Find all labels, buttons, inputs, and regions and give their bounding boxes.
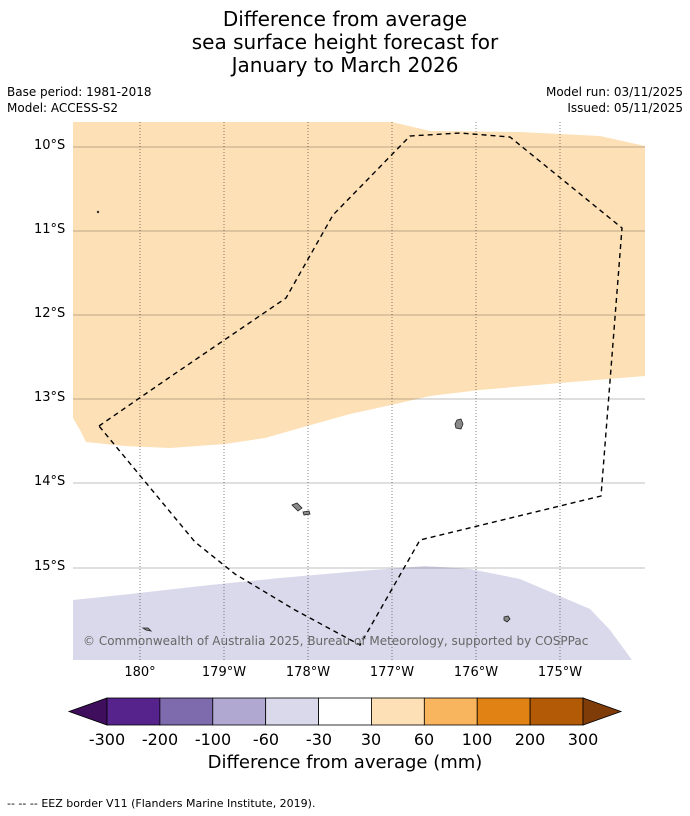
eez-legend-text: EEZ border V11 (Flanders Marine Institut…	[41, 797, 316, 810]
map-area: © Commonwealth of Australia 2025, Bureau…	[73, 122, 645, 660]
colorbar-tick: 30	[360, 730, 382, 749]
island-south-east	[503, 615, 511, 623]
lon-label-178w: 178°W	[285, 665, 331, 680]
map-title: Difference from average sea surface heig…	[0, 8, 690, 77]
colorbar-tick: -200	[141, 730, 179, 749]
meta-left: Base period: 1981-2018 Model: ACCESS-S2	[7, 84, 152, 116]
colorbar-tick: 100	[461, 730, 493, 749]
island-east	[454, 418, 464, 430]
negative-anomaly-region	[73, 566, 632, 660]
lat-label-13s: 13°S	[34, 390, 66, 405]
eez-border	[97, 132, 623, 646]
lat-gridlines	[73, 146, 645, 569]
eez-legend-symbol: -- -- --	[7, 797, 38, 810]
model-name: Model: ACCESS-S2	[7, 101, 119, 115]
positive-anomaly-region	[73, 122, 645, 448]
colorbar-tick: -100	[194, 730, 232, 749]
islands	[96, 210, 511, 632]
meta-right: Model run: 03/11/2025 Issued: 05/11/2025	[546, 84, 683, 116]
island-north-west	[96, 210, 100, 214]
island-central-small	[302, 510, 311, 516]
title-line-1: Difference from average	[222, 7, 468, 31]
lat-label-15s: 15°S	[34, 559, 66, 574]
base-period: Base period: 1981-2018	[7, 85, 152, 99]
lat-label-11s: 11°S	[34, 222, 66, 237]
lat-label-14s: 14°S	[34, 474, 66, 489]
island-central	[291, 502, 303, 512]
lon-label-179w: 179°W	[201, 665, 247, 680]
lon-label-180: 180°	[124, 665, 156, 680]
lon-label-176w: 176°W	[453, 665, 499, 680]
title-line-3: January to March 2026	[231, 53, 459, 77]
colorbar-tick: -30	[305, 730, 333, 749]
island-south-west	[141, 627, 153, 632]
lon-label-175w: 175°W	[537, 665, 583, 680]
title-line-2: sea surface height forecast for	[191, 30, 499, 54]
copyright-text: © Commonwealth of Australia 2025, Bureau…	[83, 634, 588, 648]
colorbar-tick: 200	[514, 730, 546, 749]
issued-date: Issued: 05/11/2025	[567, 101, 683, 115]
colorbar-label: Difference from average (mm)	[207, 752, 483, 773]
colorbar-tick: -300	[88, 730, 126, 749]
colorbar-tick: -60	[252, 730, 280, 749]
lat-label-10s: 10°S	[34, 138, 66, 153]
footer-legend: -- -- -- EEZ border V11 (Flanders Marine…	[7, 797, 315, 810]
model-run: Model run: 03/11/2025	[545, 85, 683, 99]
lat-label-12s: 12°S	[34, 306, 66, 321]
colorbar-tick: 60	[413, 730, 435, 749]
colorbar-tick: 300	[567, 730, 599, 749]
lon-label-177w: 177°W	[369, 665, 415, 680]
